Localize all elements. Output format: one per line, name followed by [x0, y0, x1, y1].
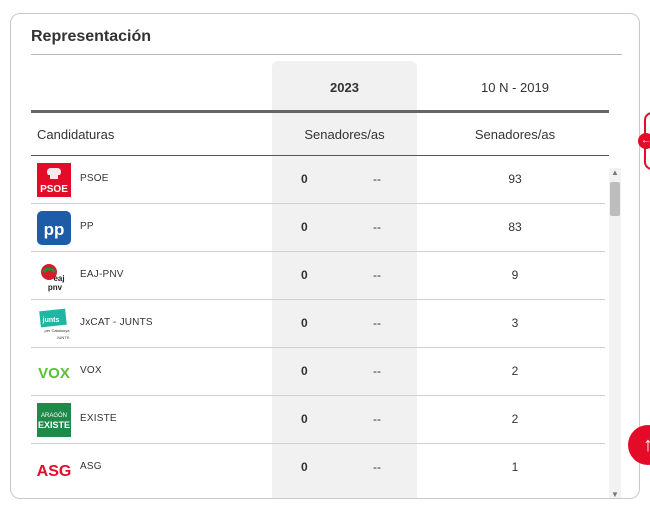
party-name: JxCAT - JUNTS — [80, 317, 153, 328]
party-name: ASG — [80, 461, 102, 472]
senadores-2023-value: 0 — [301, 316, 308, 330]
party-name: EAJ-PNV — [80, 269, 124, 280]
party-name: EXISTE — [80, 413, 117, 424]
senadores-header-2019: Senadores/as — [474, 127, 556, 142]
senadores-2019-value: 83 — [508, 220, 522, 234]
diff-value: -- — [373, 268, 381, 282]
psoe-logo: PSOE — [36, 163, 72, 197]
diff-value: -- — [373, 316, 381, 330]
table-row: VOX VOX 0 -- 2 — [31, 348, 605, 396]
senadores-2019-value: 3 — [511, 316, 519, 330]
eaj-pnv-logo: eaj pnv — [36, 259, 72, 293]
table-row: pp PP 0 -- 83 — [31, 204, 605, 252]
current-year-column-highlight — [272, 61, 417, 498]
table-row: junts per Catalunya JUNTS JxCAT - JUNTS … — [31, 300, 605, 348]
diff-value: -- — [373, 412, 381, 426]
senadores-2019-value: 2 — [511, 412, 519, 426]
results-table-body[interactable]: PSOE PSOE 0 -- 93 pp PP 0 -- 83 — [31, 156, 605, 486]
representacion-card: Representación 2023 10 N - 2019 Candidat… — [10, 13, 640, 499]
psoe-logo-text: PSOE — [40, 184, 68, 195]
subheader-divider — [31, 155, 609, 156]
senadores-2023-value: 0 — [301, 220, 308, 234]
senadores-2023-value: 0 — [301, 412, 308, 426]
table-row: ASG ASG 0 -- 1 — [31, 444, 605, 486]
senadores-2023-value: 0 — [301, 460, 308, 474]
senadores-2023-value: 0 — [301, 268, 308, 282]
vox-logo-text: VOX — [38, 365, 70, 382]
party-name: PP — [80, 221, 94, 232]
junts-logo: junts per Catalunya JUNTS — [36, 307, 72, 341]
column-header-2023: 2023 — [330, 80, 359, 95]
pp-logo: pp — [36, 211, 72, 245]
pp-logo-text: pp — [44, 220, 65, 239]
table-row: PSOE PSOE 0 -- 93 — [31, 156, 605, 204]
party-name: PSOE — [80, 173, 109, 184]
svg-text:eaj: eaj — [53, 274, 64, 283]
diff-value: -- — [373, 220, 381, 234]
vox-logo: VOX — [36, 355, 72, 389]
table-row: ARAGÓN EXISTE EXISTE 0 -- 2 — [31, 396, 605, 444]
senadores-header-2023: Senadores/as — [304, 127, 385, 142]
svg-text:EXISTE: EXISTE — [38, 420, 70, 430]
senadores-2019-value: 2 — [511, 364, 519, 378]
arrow-up-icon: ↑ — [643, 434, 650, 456]
diff-value: -- — [373, 172, 381, 186]
column-header-2019: 10 N - 2019 — [481, 80, 549, 95]
party-name: VOX — [80, 365, 102, 376]
asg-logo-text: ASG — [37, 463, 72, 480]
scroll-thumb[interactable] — [610, 182, 620, 216]
chevron-up-icon[interactable]: ▲ — [611, 168, 619, 177]
candidaturas-header: Candidaturas — [37, 127, 115, 142]
svg-text:ARAGÓN: ARAGÓN — [41, 412, 67, 419]
senadores-2023-value: 0 — [301, 364, 308, 378]
table-row: eaj pnv EAJ-PNV 0 -- 9 — [31, 252, 605, 300]
scroll-to-top-button[interactable]: ↑ — [628, 425, 650, 465]
asg-logo: ASG — [36, 451, 72, 485]
svg-text:per Catalunya: per Catalunya — [45, 328, 71, 333]
svg-text:pnv: pnv — [48, 283, 63, 292]
svg-text:junts: junts — [42, 317, 60, 324]
existe-logo: ARAGÓN EXISTE — [36, 403, 72, 437]
chevron-down-icon[interactable]: ▼ — [611, 490, 619, 499]
senadores-2019-value: 9 — [511, 268, 519, 282]
diff-value: -- — [373, 460, 381, 474]
senadores-2023-value: 0 — [301, 172, 308, 186]
card-title: Representación — [31, 28, 152, 45]
table-scrollbar[interactable]: ▲ ▼ — [609, 168, 621, 499]
senadores-2019-value: 93 — [508, 172, 522, 186]
title-divider — [31, 54, 622, 55]
arrow-left-icon[interactable]: ← — [638, 133, 650, 149]
svg-text:JUNTS: JUNTS — [57, 335, 70, 340]
senadores-2019-value: 1 — [511, 460, 519, 474]
header-divider — [31, 110, 609, 113]
diff-value: -- — [373, 364, 381, 378]
